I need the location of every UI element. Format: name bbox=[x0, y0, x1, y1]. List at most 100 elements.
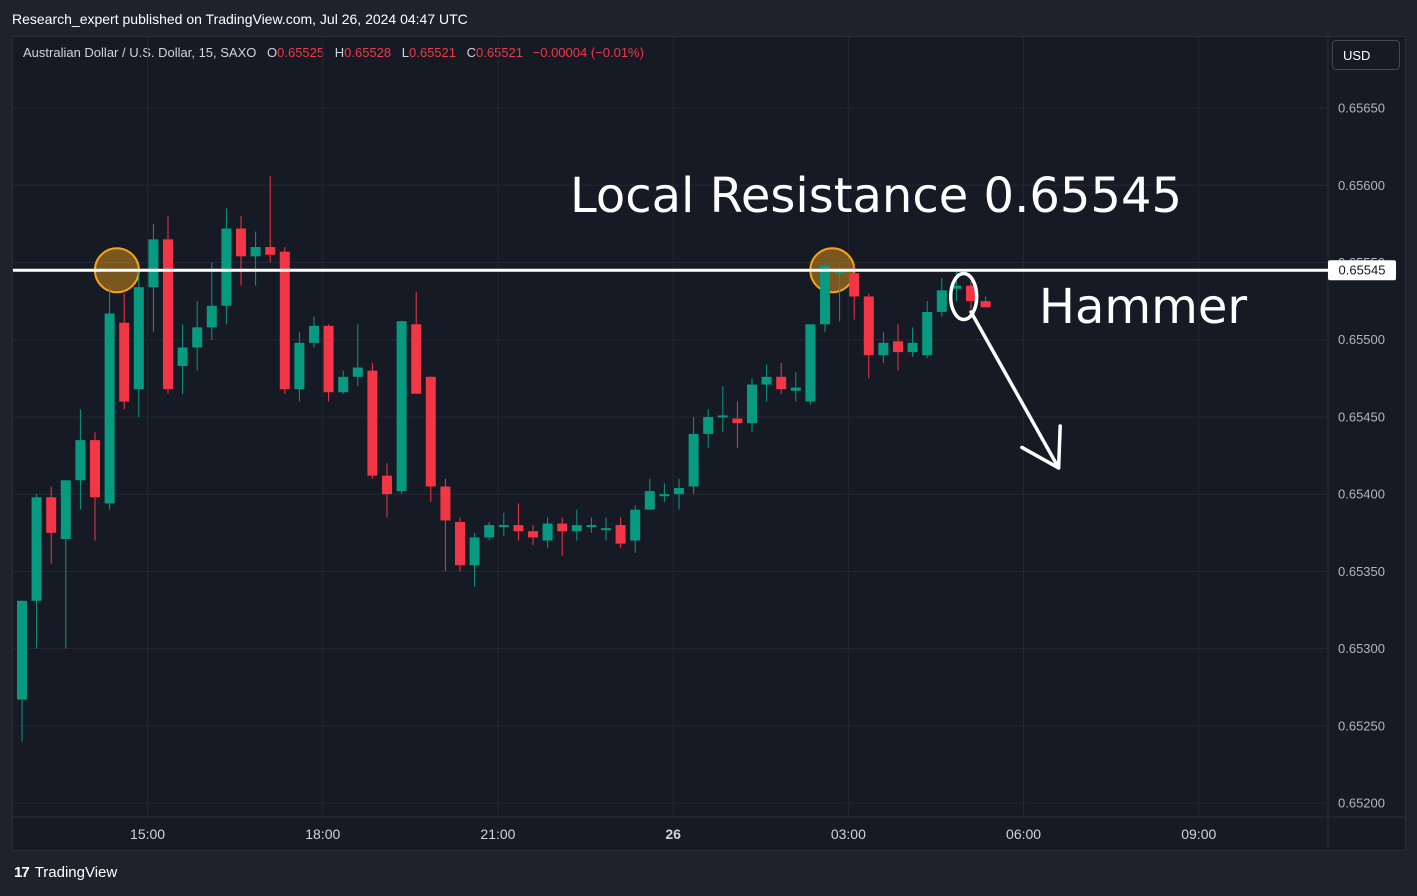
y-tick-label: 0.65500 bbox=[1338, 332, 1385, 347]
candle-body bbox=[528, 531, 538, 538]
candle-body bbox=[192, 327, 203, 348]
y-tick-label: 0.65350 bbox=[1338, 564, 1385, 579]
candle-body bbox=[834, 270, 845, 274]
candle-body bbox=[761, 376, 772, 385]
hammer-marker bbox=[948, 271, 979, 322]
y-tick-label: 0.65250 bbox=[1338, 718, 1385, 733]
publish-info: Research_expert published on TradingView… bbox=[12, 11, 468, 27]
down-arrow-head bbox=[1020, 424, 1062, 470]
candle-body bbox=[966, 285, 976, 302]
y-tick-label: 0.65650 bbox=[1338, 101, 1385, 116]
hammer-annotation: Hammer bbox=[1039, 279, 1248, 335]
candle-body bbox=[148, 239, 159, 288]
candle-body bbox=[907, 342, 918, 353]
candle-body bbox=[133, 287, 144, 390]
x-tick-label: 15:00 bbox=[130, 826, 165, 842]
candle-body bbox=[674, 488, 684, 495]
candle-body bbox=[323, 325, 334, 393]
high-value: 0.65528 bbox=[344, 45, 392, 60]
high-label: H bbox=[334, 45, 345, 60]
x-tick-label: 06:00 bbox=[1006, 826, 1041, 842]
candle-body bbox=[119, 322, 130, 402]
candle-body bbox=[455, 521, 465, 566]
candle-body bbox=[571, 525, 582, 532]
candle-body bbox=[90, 440, 100, 498]
candle-body bbox=[513, 525, 524, 532]
candle-body bbox=[601, 528, 611, 531]
open-label: O bbox=[267, 45, 278, 60]
tradingview-logo-icon: 17 bbox=[14, 864, 30, 881]
candle-body bbox=[309, 325, 319, 343]
x-tick-label: 18:00 bbox=[305, 826, 340, 842]
candle-body bbox=[484, 525, 495, 538]
candle-body bbox=[31, 497, 42, 601]
candle-body bbox=[820, 265, 830, 325]
candle-body bbox=[469, 537, 480, 566]
candle-body bbox=[60, 480, 71, 539]
candle-body bbox=[849, 273, 860, 297]
resistance-price-label: 0.65545 bbox=[1339, 263, 1386, 278]
candle-body bbox=[980, 301, 991, 308]
candle-body bbox=[367, 370, 378, 476]
candle-body bbox=[951, 285, 962, 289]
candle-body bbox=[717, 415, 728, 418]
low-label: L bbox=[401, 45, 409, 60]
candle-body bbox=[732, 418, 743, 424]
candle-body bbox=[338, 376, 349, 393]
candle-body bbox=[279, 251, 290, 390]
resistance-annotation: Local Resistance 0.65545 bbox=[570, 168, 1182, 224]
candle-body bbox=[922, 311, 933, 356]
x-tick-label: 09:00 bbox=[1181, 826, 1216, 842]
candle-body bbox=[382, 475, 392, 495]
candle-body bbox=[236, 228, 246, 257]
tradingview-brand: TradingView bbox=[34, 864, 118, 881]
candle-body bbox=[863, 296, 874, 356]
candle-body bbox=[586, 525, 597, 528]
candle-body bbox=[177, 347, 188, 366]
close-label: C bbox=[466, 45, 477, 60]
candle-body bbox=[615, 525, 626, 544]
candle-body bbox=[440, 486, 451, 521]
candle-body bbox=[104, 313, 115, 504]
tradingview-logo[interactable]: 17 TradingView bbox=[14, 864, 117, 881]
open-value: 0.65525 bbox=[277, 45, 325, 60]
candle-body bbox=[250, 247, 261, 257]
candle-body bbox=[411, 324, 422, 394]
candle-body bbox=[425, 376, 436, 487]
candle-body bbox=[557, 523, 568, 532]
y-tick-label: 0.65450 bbox=[1338, 409, 1385, 424]
candle-body bbox=[542, 523, 553, 541]
change-value: −0.00004 (−0.01%) bbox=[532, 45, 644, 60]
candle-body bbox=[17, 600, 27, 700]
candle-body bbox=[396, 321, 407, 492]
candle-body bbox=[747, 384, 757, 424]
candle-body bbox=[352, 367, 363, 377]
footer-bar bbox=[0, 852, 1417, 896]
x-tick-label: 03:00 bbox=[831, 826, 866, 842]
candle-body bbox=[644, 491, 655, 510]
candle-body bbox=[790, 387, 801, 391]
candle-body bbox=[46, 497, 57, 533]
candle-body bbox=[893, 341, 903, 353]
candle-body bbox=[163, 239, 173, 390]
candle-body bbox=[265, 247, 276, 255]
currency-button[interactable]: USD bbox=[1332, 40, 1400, 70]
publish-header: Research_expert published on TradingView… bbox=[0, 0, 1417, 36]
candle-body bbox=[703, 416, 714, 434]
candle-body bbox=[630, 509, 641, 541]
symbol-name[interactable]: Australian Dollar / U.S. Dollar, 15, SAX… bbox=[23, 45, 257, 60]
y-tick-label: 0.65400 bbox=[1338, 487, 1385, 502]
symbol-legend: Australian Dollar / U.S. Dollar, 15, SAX… bbox=[23, 45, 644, 60]
candle-body bbox=[688, 433, 699, 487]
candle-body bbox=[805, 324, 816, 402]
candle-body bbox=[936, 290, 947, 312]
candle-body bbox=[498, 525, 509, 528]
x-tick-label: 21:00 bbox=[480, 826, 515, 842]
x-tick-label: 26 bbox=[665, 826, 681, 842]
chart-frame[interactable] bbox=[12, 36, 1406, 851]
candle-body bbox=[294, 342, 305, 390]
candle-body bbox=[75, 440, 86, 481]
candle-body bbox=[659, 494, 670, 497]
candle-body bbox=[878, 342, 889, 356]
